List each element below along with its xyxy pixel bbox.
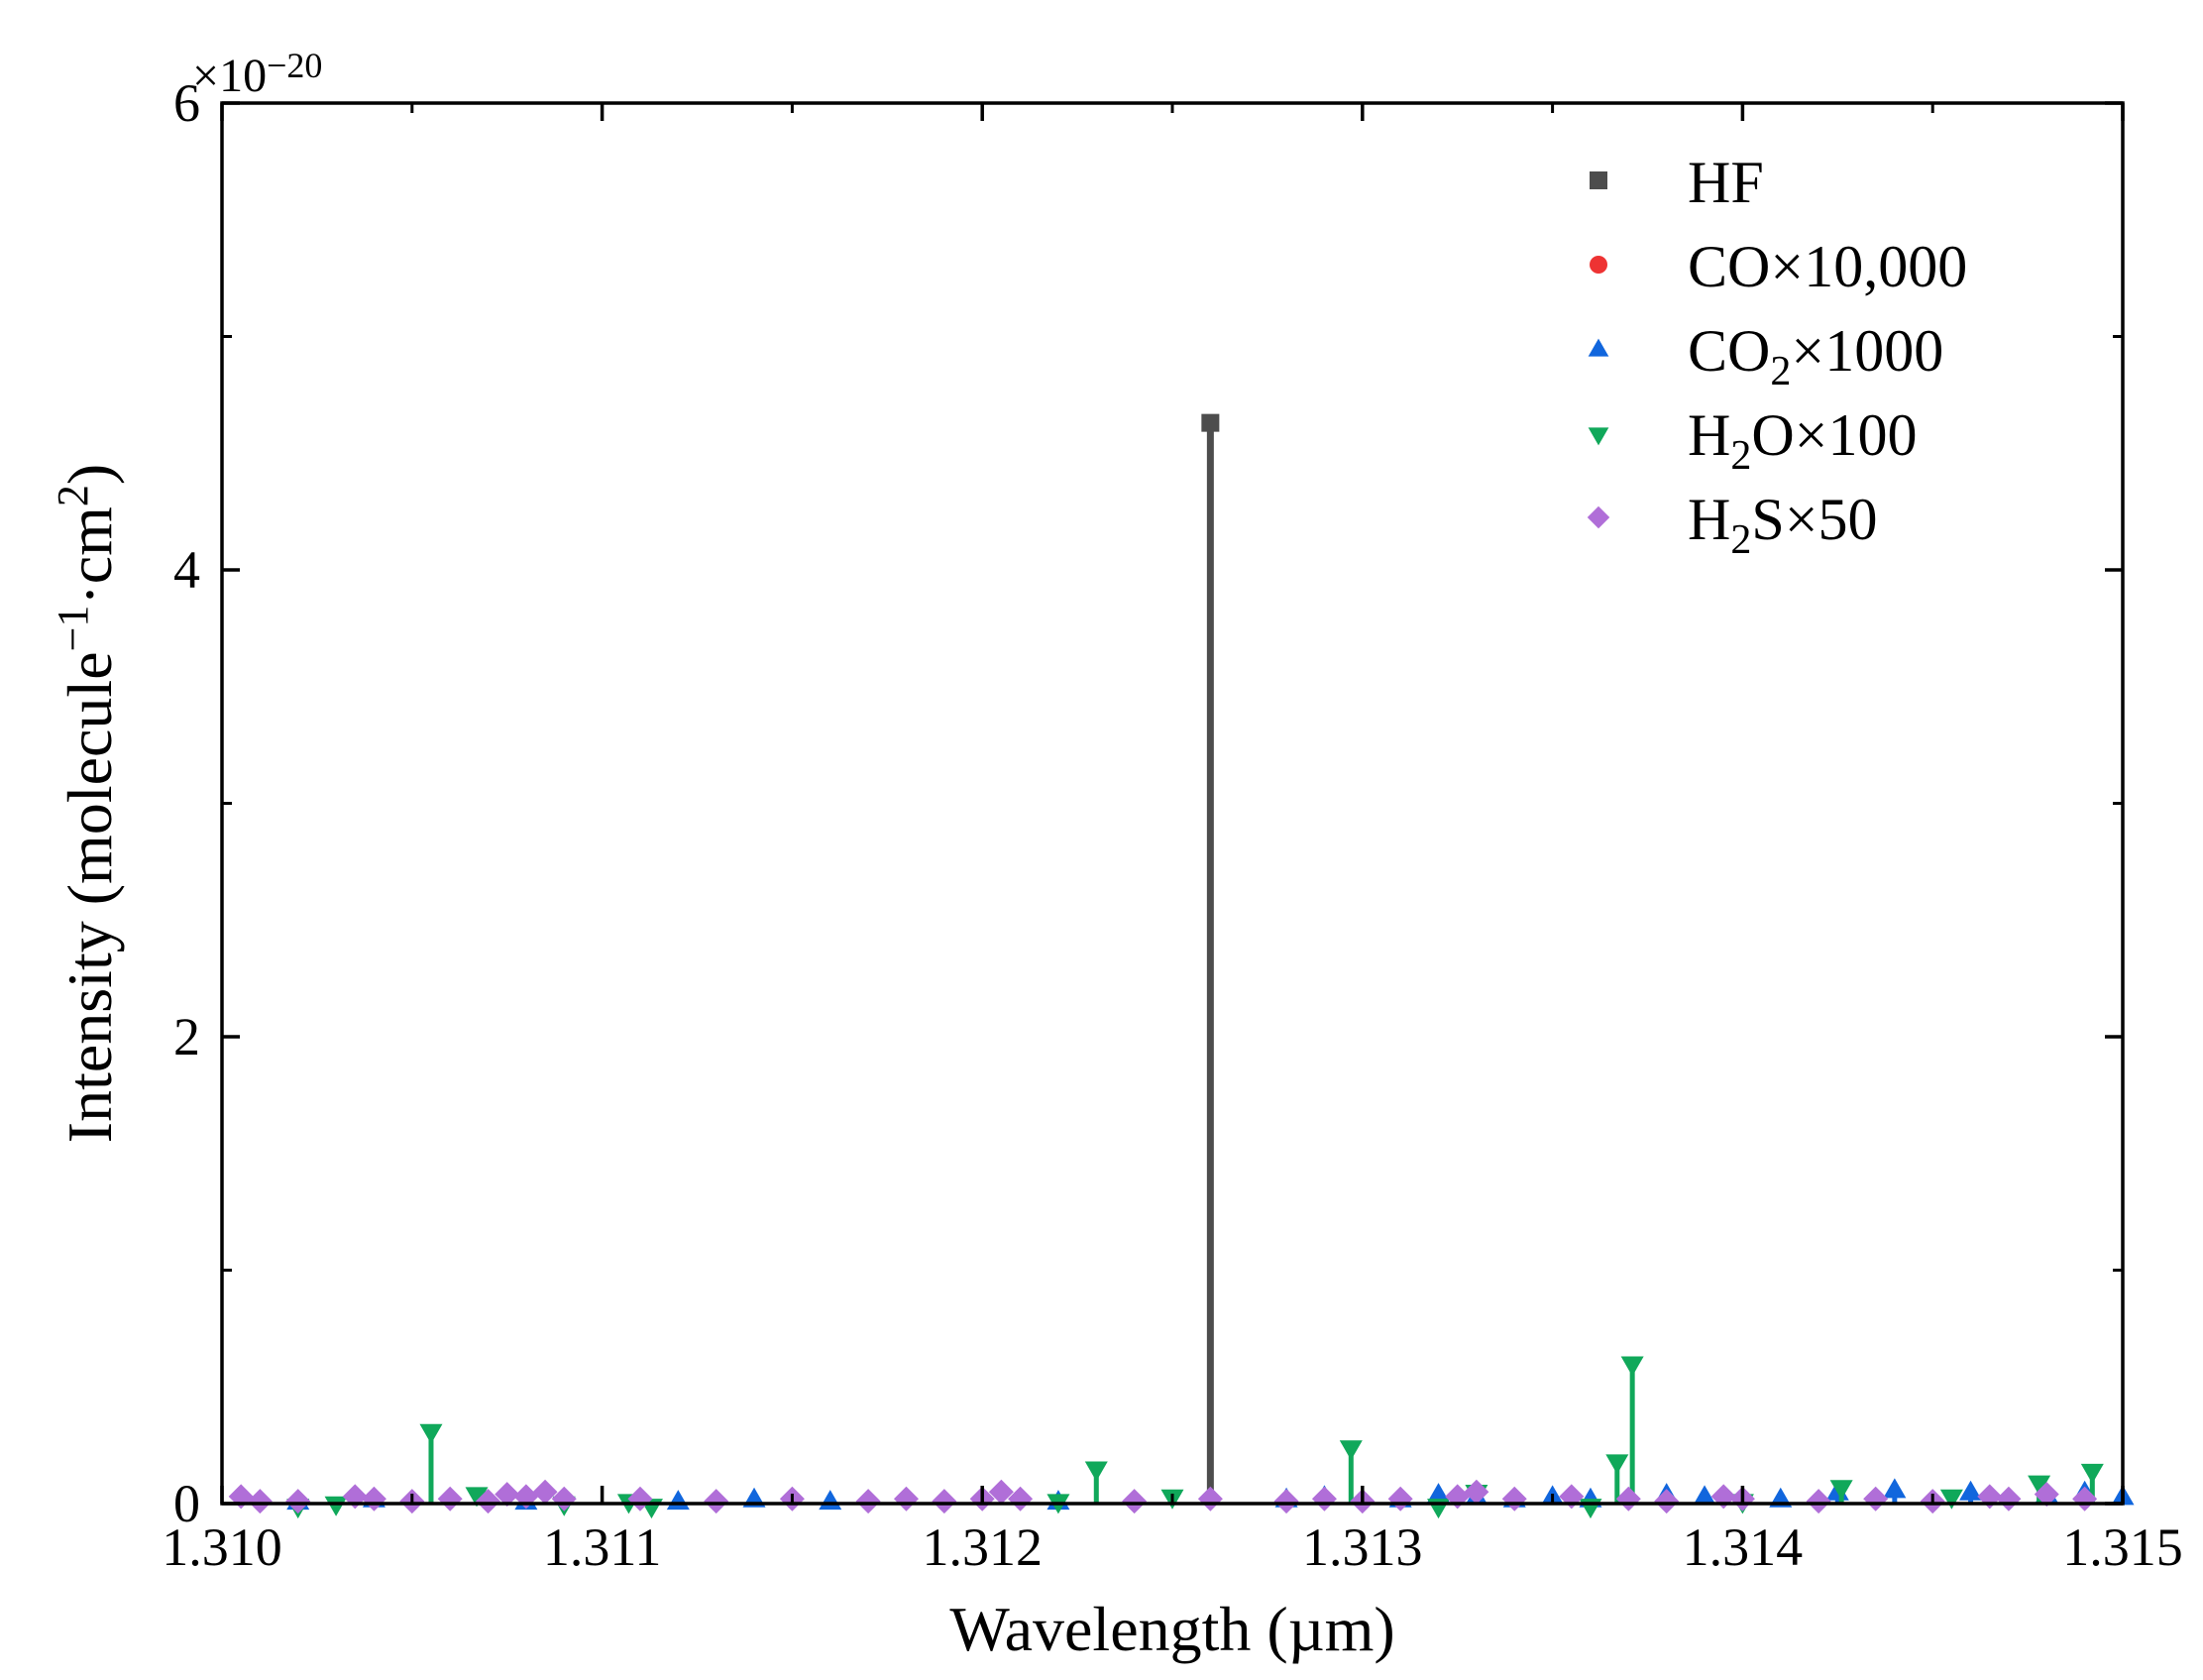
legend-marker [1588,338,1609,357]
axis-ticks: 1.310 1.311 1.312 1.313 1.314 1.315 0 2 4 6 [162,73,2183,1577]
y-axis-title: Intensity (molecule−1·cm2) [49,464,125,1143]
y-title-middle: ·cm [55,506,125,606]
data-point [855,1489,881,1514]
legend-label-part: H [1688,150,1730,215]
data-point [1693,1485,1716,1506]
legend-item-h2s: H2S×50 [1587,487,1878,563]
data-point [1122,1489,1148,1514]
data-point [2028,1475,2051,1496]
legend-label: CO2×1000 [1688,318,1943,394]
data-point [1084,1461,1108,1482]
data-point [465,1487,489,1508]
x-axis-title: Wavelength (µm) [949,1594,1394,1664]
data-point [324,1496,348,1516]
data-point [1829,1480,1853,1501]
legend-item-h2o: H2O×100 [1588,402,1918,479]
data-point [495,1482,520,1508]
legend-label: CO×10,000 [1688,234,1967,299]
legend-label-part: 2 [1730,433,1751,479]
data-point [419,1423,443,1444]
legend-marker [1587,505,1610,529]
data-point [1959,1480,1983,1501]
legend-label-part: O×100 [1751,402,1917,468]
x-tick-label: 1.313 [1302,1517,1423,1577]
data-point [1883,1478,1907,1499]
data-point [1427,1483,1451,1504]
legend-label-part: ×1000 [1791,318,1943,384]
data-point [988,1479,1014,1505]
legend-marker [1590,171,1607,189]
data-point [1605,1454,1629,1475]
data-point [2034,1482,2059,1508]
data-point [285,1489,311,1514]
y-tick-label: 6 [173,73,200,133]
y-tick-label: 2 [173,1007,200,1066]
series-hf [1201,413,1220,1504]
data-point [1339,1440,1363,1461]
legend-marker [1590,256,1607,274]
legend-label-part: H [1688,487,1730,552]
data-point [1273,1489,1299,1514]
legend-label-part: 2 [1770,349,1791,394]
y-tick-label: 0 [173,1474,200,1533]
data-point [932,1489,957,1514]
legend-label-part: S×50 [1751,487,1877,552]
legend-item-hf: HF [1590,150,1764,215]
y-tick-label: 4 [173,540,200,600]
legend-item-co: CO×10,000 [1590,234,1967,299]
legend-item-co2: CO2×1000 [1588,318,1943,394]
legend-label-part: CO [1688,318,1770,384]
legend-label-part: 2 [1730,517,1751,563]
y-axis-multiplier: ×10−20 [192,46,322,102]
x-tick-label: 1.314 [1683,1517,1804,1577]
data-point [1464,1479,1489,1505]
x-tick-label: 1.312 [922,1517,1043,1577]
data-point [1620,1356,1644,1377]
legend-label: HF [1688,150,1764,215]
data-point [532,1479,558,1505]
y-multiplier-base: ×10 [192,50,267,102]
x-tick-label: 1.311 [543,1517,662,1577]
y-title-sup2: 2 [49,485,97,506]
x-tick-label: 1.315 [2062,1517,2183,1577]
data-point [476,1489,501,1514]
legend-label-part: F [1730,150,1763,215]
legend-label-part: CO×10,000 [1688,234,1967,299]
x-tick-label: 1.310 [162,1517,282,1577]
data-point [1654,1489,1680,1514]
data-point [2080,1463,2104,1484]
y-title-suffix: ) [55,464,125,485]
legend-marker [1588,427,1609,446]
y-title-prefix: Intensity (molecule [55,651,125,1143]
legend-label: H2O×100 [1688,402,1918,479]
data-point [704,1489,729,1514]
y-multiplier-exponent: −20 [267,46,322,85]
y-title-sup1: −1 [49,606,97,652]
legend-label-part: H [1688,402,1730,468]
data-point [1806,1489,1831,1514]
data-point [247,1489,273,1514]
data-point [1201,413,1220,432]
data-point [1939,1489,1963,1510]
legend-label: H2S×50 [1688,487,1878,563]
